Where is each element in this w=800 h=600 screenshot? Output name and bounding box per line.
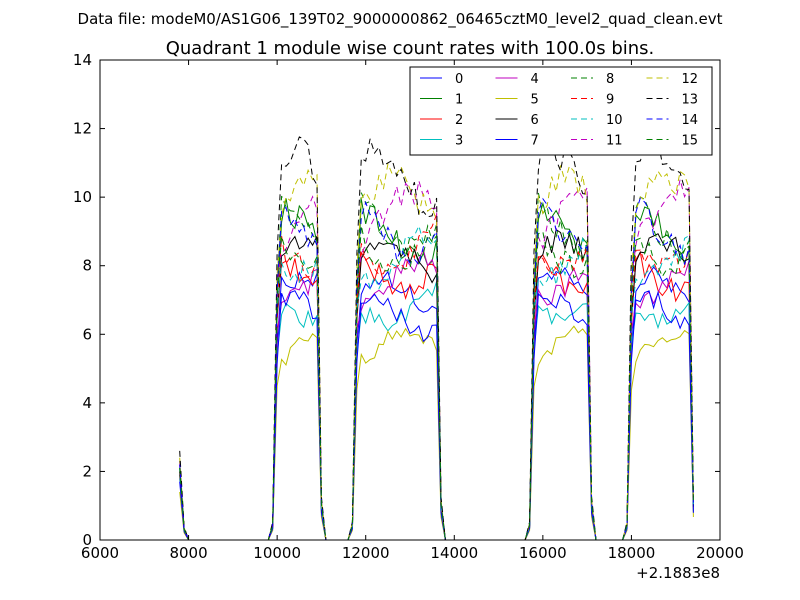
x-tick-label: 20000 (696, 544, 744, 562)
x-tick-label: 10000 (253, 544, 301, 562)
chart-title: Quadrant 1 module wise count rates with … (166, 38, 655, 59)
x-tick-label: 12000 (342, 544, 390, 562)
legend-label-10: 10 (606, 113, 623, 128)
x-offset-label: +2.1883e8 (636, 564, 720, 582)
legend-label-14: 14 (682, 113, 699, 128)
x-axis: 6000 8000 10000 12000 14000 16000 18000 20000 (81, 60, 744, 562)
y-tick-label: 6 (82, 325, 92, 343)
legend-label-0: 0 (455, 72, 463, 87)
legend-label-12: 12 (682, 72, 699, 87)
legend-label-8: 8 (606, 72, 614, 87)
y-tick-label: 10 (73, 188, 92, 206)
legend-label-4: 4 (531, 72, 539, 87)
plot-frame (99, 59, 721, 541)
data-file-label: Data file: modeM0/AS1G06_139T02_90000008… (78, 10, 723, 29)
legend-label-6: 6 (531, 113, 539, 128)
x-tick-label: 14000 (430, 544, 478, 562)
x-tick-label: 16000 (519, 544, 567, 562)
legend-label-11: 11 (606, 134, 623, 149)
legend-label-7: 7 (531, 134, 539, 149)
legend-box (409, 66, 713, 156)
legend-label-5: 5 (531, 93, 539, 108)
legend-label-15: 15 (682, 134, 699, 149)
y-tick-label: 8 (82, 257, 92, 275)
legend-label-3: 3 (455, 134, 463, 149)
x-tick-label: 6000 (81, 544, 119, 562)
legend-label-9: 9 (606, 93, 614, 108)
y-tick-label: 4 (82, 394, 92, 412)
y-tick-label: 0 (82, 531, 92, 549)
x-tick-label: 18000 (608, 544, 656, 562)
y-tick-label: 2 (82, 462, 92, 480)
legend-label-2: 2 (455, 113, 463, 128)
legend-label-1: 1 (455, 93, 463, 108)
y-tick-label: 14 (73, 51, 92, 69)
legend-label-13: 13 (682, 93, 699, 108)
y-tick-label: 12 (73, 120, 92, 138)
series-line-10 (179, 224, 694, 541)
x-tick-label: 8000 (169, 544, 207, 562)
